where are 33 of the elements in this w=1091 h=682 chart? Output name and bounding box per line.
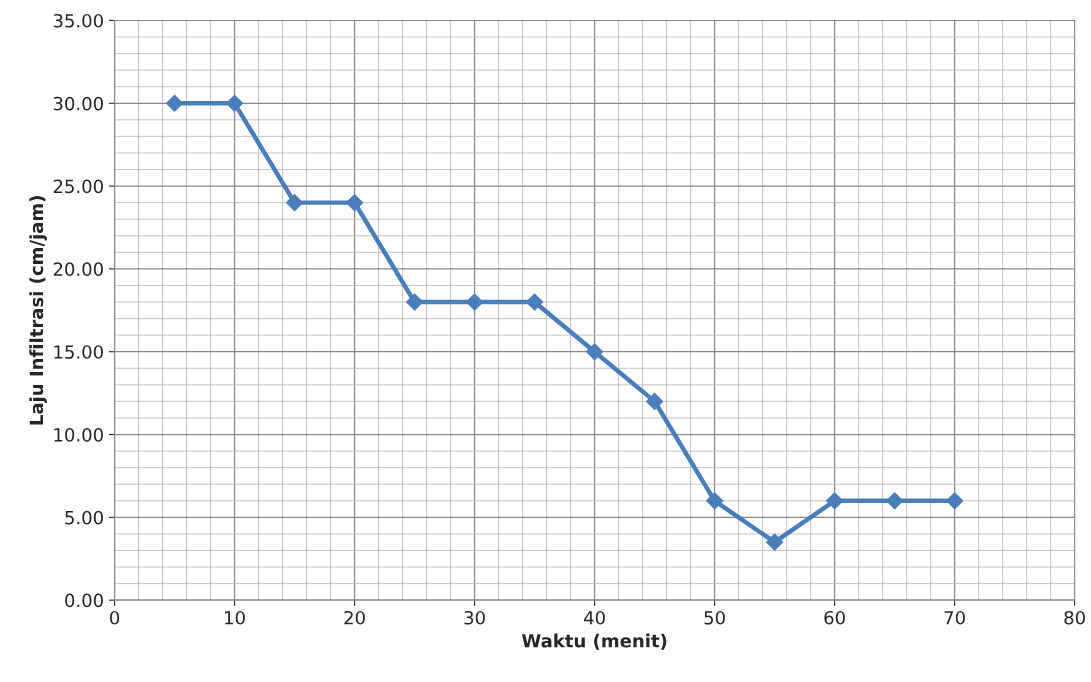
x-tick-label: 80 [1064,610,1085,625]
point [706,492,724,510]
x-tick-label: 0 [110,610,120,625]
y-axis-title: Laju Infiltrasi (cm/jam) [29,196,47,425]
x-axis-title: Waktu (menit) [521,633,667,650]
x-tick-label: 60 [824,610,845,625]
point [466,293,484,311]
y-tick-label: 25.00 [53,179,103,194]
y-tick-label: 15.00 [54,345,103,359]
point [826,492,844,510]
point [166,94,184,112]
y-tick-label: 0.00 [65,593,103,608]
point [286,194,304,212]
x-tick-label: 70 [944,610,965,625]
point [406,293,424,311]
x-tick-label: 20 [344,610,365,625]
point [886,492,904,510]
x-tick-label: 30 [464,610,485,625]
y-tick-label: 5.00 [65,510,103,525]
point [526,293,544,311]
x-tick-label: 10 [225,610,245,625]
y-tick-label: 35.00 [53,13,103,28]
point [226,94,244,112]
point [946,492,964,510]
y-tick-label: 30.00 [53,96,103,111]
point [346,194,364,212]
point [646,392,664,410]
y-tick-label: 20.00 [53,262,103,277]
point [586,343,604,361]
point [766,533,784,551]
y-tick-label: 10.00 [54,427,103,442]
x-tick-label: 50 [704,610,725,625]
x-tick-label: 40 [583,610,605,625]
